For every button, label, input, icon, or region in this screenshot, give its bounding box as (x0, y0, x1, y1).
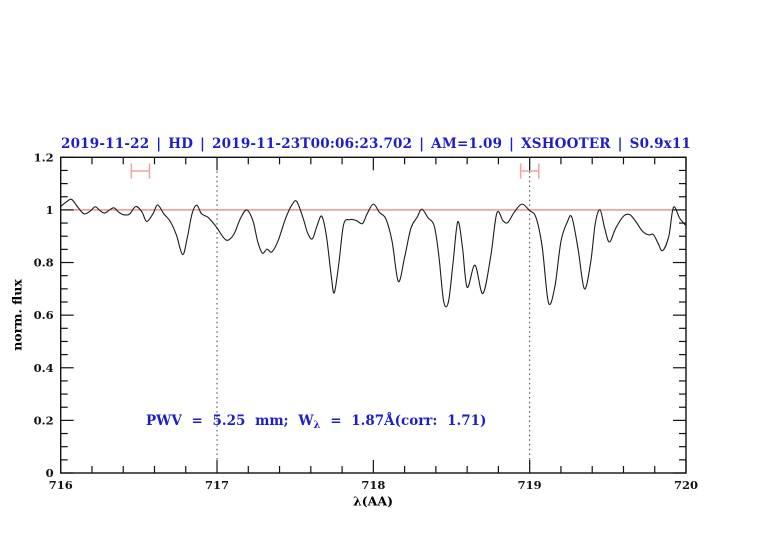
x-tick-label: 719 (518, 478, 542, 492)
plot-title: 2019-11-22 | HD | 2019-11-23T00:06:23.70… (61, 136, 692, 152)
y-tick-label: 0.6 (34, 308, 54, 322)
plot-frame (60, 156, 687, 474)
x-axis-label: λ(AA) (353, 493, 393, 509)
pwv-annotation: PWV = 5.25 mm; Wλ = 1.87Å(corr: 1.71) (146, 413, 486, 431)
pwv-annotation-prefix: PWV = 5.25 mm; W (146, 413, 314, 429)
y-tick-label: 0.2 (34, 413, 54, 427)
y-tick-label: 1 (46, 203, 54, 217)
x-tick-label: 720 (674, 478, 698, 492)
y-axis-label: norm. flux (9, 279, 25, 351)
x-tick-label: 718 (361, 478, 385, 492)
x-tick-label: 716 (49, 478, 73, 492)
y-tick-label: 0.4 (34, 361, 54, 375)
spectrum-line (60, 198, 687, 308)
y-tick-label: 1.2 (34, 150, 54, 164)
y-tick-label: 0.8 (34, 256, 54, 270)
y-tick-label: 0 (46, 466, 54, 480)
pwv-annotation-suffix: = 1.87Å(corr: 1.71) (320, 413, 487, 429)
x-tick-label: 717 (205, 478, 229, 492)
pwv-annotation-lambda-subscript: λ (313, 420, 321, 431)
